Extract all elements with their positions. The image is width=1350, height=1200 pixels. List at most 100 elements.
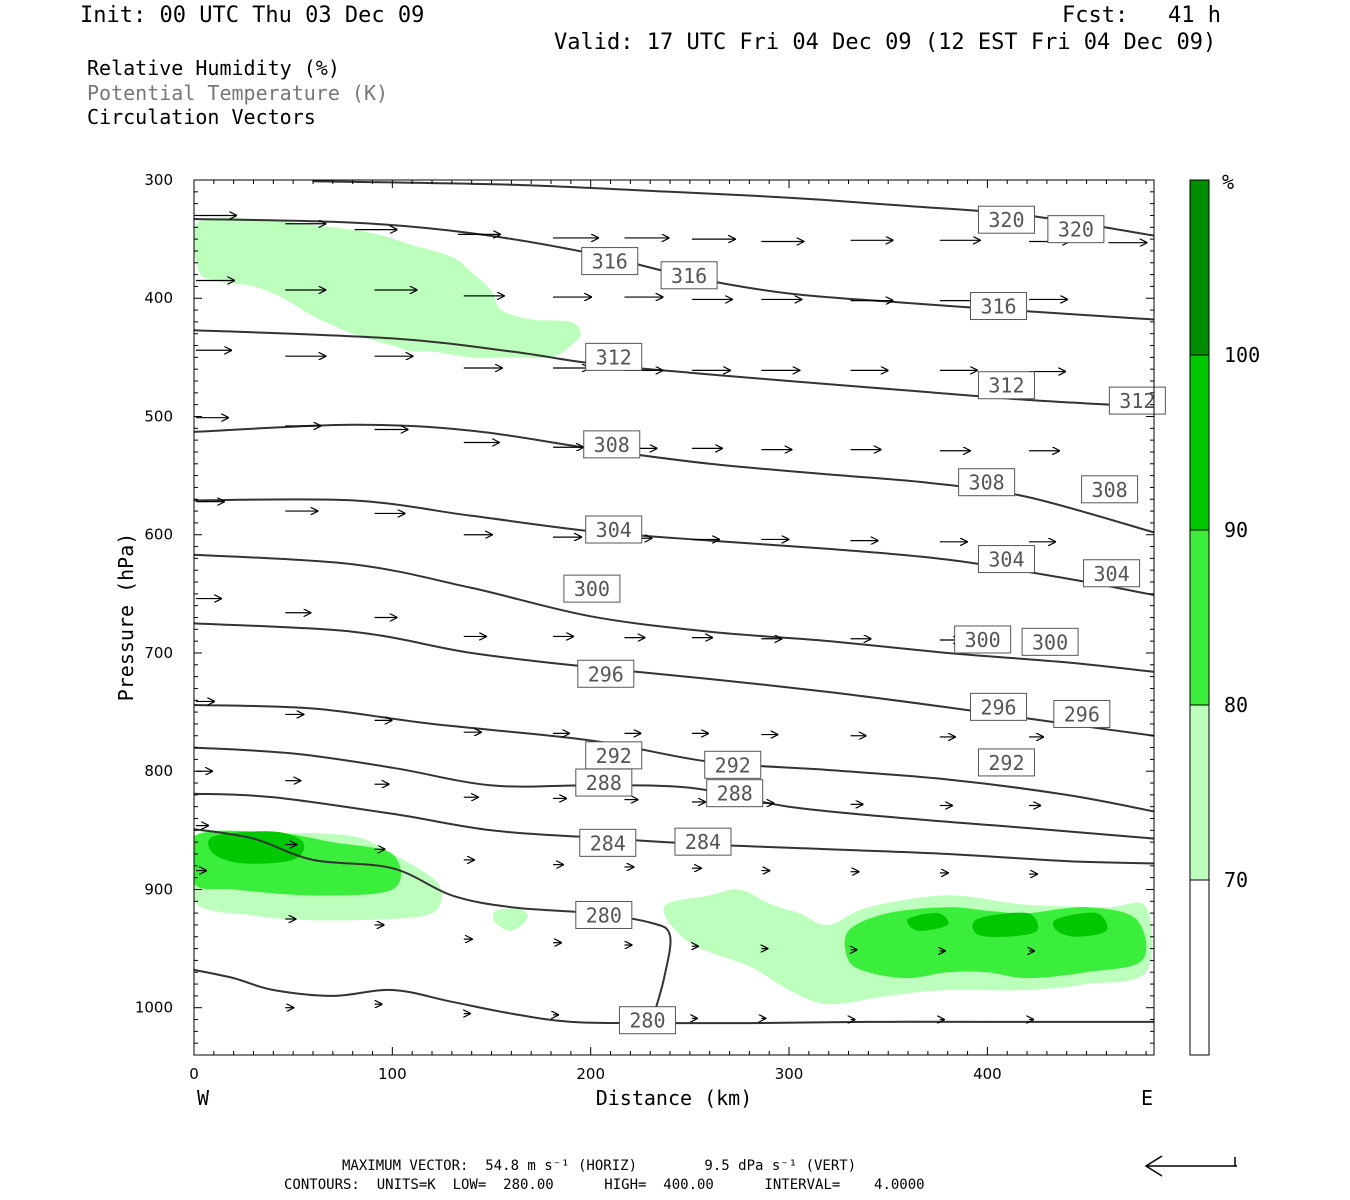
contour-label-296: 296	[970, 692, 1028, 721]
forecast-hour: Fcst: 41 h	[1062, 3, 1221, 28]
contour-label-296: 296	[577, 659, 635, 688]
x-end-label-west: W	[197, 1086, 210, 1110]
contour-label-304: 304	[1083, 559, 1141, 588]
contour-label-292: 292	[585, 741, 643, 770]
legend-rh-title: Relative Humidity (%)	[87, 56, 340, 80]
x-end-label-east: E	[1141, 1086, 1153, 1110]
contour-label-316: 316	[660, 261, 718, 290]
y-tick-label: 800	[144, 762, 173, 780]
svg-text:288: 288	[717, 782, 753, 806]
svg-text:292: 292	[715, 753, 751, 777]
svg-text:280: 280	[629, 1009, 665, 1033]
y-tick-label: 400	[144, 289, 173, 307]
contour-label-312: 312	[977, 371, 1035, 400]
svg-text:304: 304	[988, 548, 1024, 572]
contour-label-316: 316	[970, 292, 1028, 321]
colorbar-band	[1190, 880, 1209, 1055]
svg-text:280: 280	[586, 903, 622, 927]
contour-label-320: 320	[977, 205, 1035, 234]
contour-label-308: 308	[1081, 475, 1139, 504]
footer-max-vector: MAXIMUM VECTOR: 54.8 m s⁻¹ (HORIZ) 9.5 d…	[342, 1158, 857, 1174]
y-tick-label: 900	[144, 880, 173, 898]
y-tick-label: 1000	[135, 999, 173, 1017]
contour-label-292: 292	[704, 750, 762, 779]
init-time: Init: 00 UTC Thu 03 Dec 09	[80, 3, 425, 28]
contour-label-288: 288	[575, 768, 633, 797]
theta-contour-280	[194, 968, 1154, 1025]
x-tick-label: 300	[775, 1065, 804, 1083]
colorbar-level-label: 70	[1224, 868, 1248, 892]
colorbar-band	[1190, 530, 1209, 705]
svg-text:312: 312	[1119, 389, 1155, 413]
footer-contours: CONTOURS: UNITS=K LOW= 280.00 HIGH= 400.…	[284, 1177, 925, 1193]
contour-label-312: 312	[585, 342, 643, 371]
x-axis-label: Distance (km)	[596, 1086, 753, 1110]
svg-text:300: 300	[1032, 630, 1068, 654]
colorbar-band	[1190, 705, 1209, 880]
rh-region-90	[208, 831, 305, 864]
rh-region-70	[194, 217, 581, 359]
contour-label-312: 312	[1108, 386, 1166, 415]
contour-label-304: 304	[585, 515, 643, 544]
contour-label-284: 284	[674, 827, 732, 856]
colorbar-level-label: 100	[1224, 343, 1260, 367]
svg-text:320: 320	[1058, 218, 1094, 242]
contour-label-300: 300	[563, 574, 621, 603]
colorbar-band	[1190, 355, 1209, 530]
contour-label-308: 308	[583, 430, 641, 459]
y-tick-label: 700	[144, 644, 173, 662]
svg-text:316: 316	[671, 264, 707, 288]
theta-contour-288	[194, 746, 1154, 840]
svg-text:300: 300	[574, 577, 610, 601]
svg-text:284: 284	[590, 831, 626, 855]
svg-text:292: 292	[988, 751, 1024, 775]
svg-text:296: 296	[980, 695, 1016, 719]
theta-contour-300	[194, 553, 1154, 673]
legend-theta-title: Potential Temperature (K)	[87, 81, 389, 105]
legend-vectors-title: Circulation Vectors	[87, 105, 316, 129]
svg-text:308: 308	[594, 433, 630, 457]
x-tick-label: 400	[973, 1065, 1002, 1083]
svg-text:316: 316	[592, 250, 628, 274]
svg-text:288: 288	[586, 771, 622, 795]
contour-label-296: 296	[1053, 699, 1111, 728]
svg-text:296: 296	[588, 662, 624, 686]
svg-text:284: 284	[685, 830, 721, 854]
contour-label-308: 308	[958, 468, 1016, 497]
y-tick-label: 300	[144, 171, 173, 189]
rh-region-90	[1052, 912, 1108, 937]
svg-text:312: 312	[988, 374, 1024, 398]
theta-contour-284	[194, 792, 1154, 865]
contour-label-284: 284	[579, 828, 637, 857]
svg-text:320: 320	[988, 208, 1024, 232]
svg-text:308: 308	[1092, 478, 1128, 502]
svg-text:304: 304	[596, 518, 632, 542]
theta-contour-280	[194, 828, 672, 1014]
contour-label-304: 304	[977, 545, 1035, 574]
svg-text:312: 312	[596, 345, 632, 369]
rh-region-90	[907, 912, 949, 931]
contour-label-288: 288	[706, 779, 764, 808]
svg-text:296: 296	[1064, 702, 1100, 726]
x-tick-label: 200	[576, 1065, 605, 1083]
colorbar-unit: %	[1222, 170, 1234, 194]
contour-label-300: 300	[1021, 627, 1079, 656]
svg-text:304: 304	[1094, 562, 1130, 586]
rh-region-90	[972, 912, 1039, 938]
svg-text:292: 292	[596, 744, 632, 768]
contour-label-320: 320	[1047, 215, 1105, 244]
contour-label-316: 316	[581, 247, 639, 276]
svg-text:300: 300	[965, 628, 1001, 652]
y-axis-label: Pressure (hPa)	[114, 533, 138, 702]
colorbar-band	[1190, 180, 1209, 355]
theta-contour-292	[194, 704, 1154, 813]
svg-text:308: 308	[969, 471, 1005, 495]
x-tick-label: 100	[378, 1065, 407, 1083]
colorbar-frame	[1189, 179, 1210, 1056]
y-tick-label: 600	[144, 526, 173, 544]
colorbar-level-label: 90	[1224, 518, 1248, 542]
contour-label-280: 280	[575, 900, 633, 929]
y-tick-label: 500	[144, 407, 173, 425]
contour-label-292: 292	[977, 748, 1035, 777]
